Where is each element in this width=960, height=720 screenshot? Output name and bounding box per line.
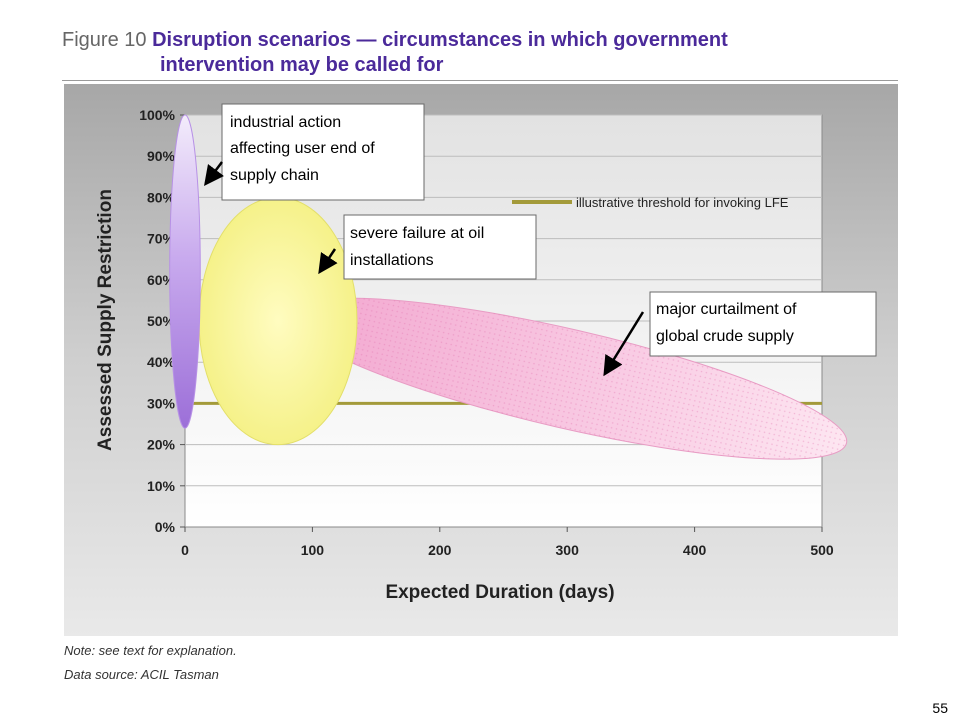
region-major-curtailment-texture <box>287 298 847 460</box>
x-tick-label: 400 <box>683 542 707 558</box>
x-tick-label: 200 <box>428 542 452 558</box>
callout-severe-arrow <box>318 248 338 275</box>
y-tick-label: 50% <box>147 313 176 329</box>
figure-title: Figure 10 Disruption scenarios — circums… <box>62 28 922 78</box>
x-axis-title: Expected Duration (days) <box>385 582 614 603</box>
x-tick-label: 300 <box>556 542 580 558</box>
figure-note: Note: see text for explanation. <box>64 643 237 658</box>
x-tick-labels: 0 100 200 300 400 500 <box>181 542 834 558</box>
y-tick-label: 80% <box>147 189 176 205</box>
title-rule <box>62 80 898 81</box>
x-tick-label: 100 <box>301 542 325 558</box>
region-severe-failure <box>198 196 358 446</box>
y-tick-label: 20% <box>147 437 176 453</box>
y-axis-title: Assessed Supply Restriction <box>95 189 116 451</box>
region-industrial-action <box>169 114 201 429</box>
figure-source: Data source: ACIL Tasman <box>64 667 219 682</box>
y-tick-label: 70% <box>147 231 176 247</box>
callout-box-industrial <box>221 103 425 201</box>
page-number: 55 <box>932 700 948 716</box>
figure-title-line1: Disruption scenarios — circumstances in … <box>152 29 728 51</box>
figure-title-line2: intervention may be called for <box>160 54 444 76</box>
x-tick-label: 500 <box>810 542 834 558</box>
legend-threshold-label: illustrative threshold for invoking LFE <box>576 195 789 210</box>
y-tick-label: 30% <box>147 395 176 411</box>
callout-box-severe <box>343 214 537 280</box>
y-tick-labels: 0% 10% 20% 30% 40% 50% 60% 70% 80% 90% 100% <box>139 107 175 535</box>
callout-industrial-arrow <box>204 161 224 186</box>
callout-industrial-text: industrial action affecting user end of … <box>230 114 379 184</box>
callout-major-text: major curtailment of global crude supply <box>656 301 801 345</box>
callout-major-arrow <box>603 311 645 377</box>
y-tick-label: 60% <box>147 272 176 288</box>
y-tick-label: 100% <box>139 107 175 123</box>
x-tick-label: 0 <box>181 542 189 558</box>
y-tick-label: 10% <box>147 478 176 494</box>
y-tick-label: 40% <box>147 354 176 370</box>
callout-box-major <box>649 291 877 357</box>
y-tick-label: 90% <box>147 148 176 164</box>
callout-severe-text: severe failure at oil installations <box>350 225 489 269</box>
y-tick-label: 0% <box>155 519 176 535</box>
figure-label: Figure 10 <box>62 29 147 51</box>
